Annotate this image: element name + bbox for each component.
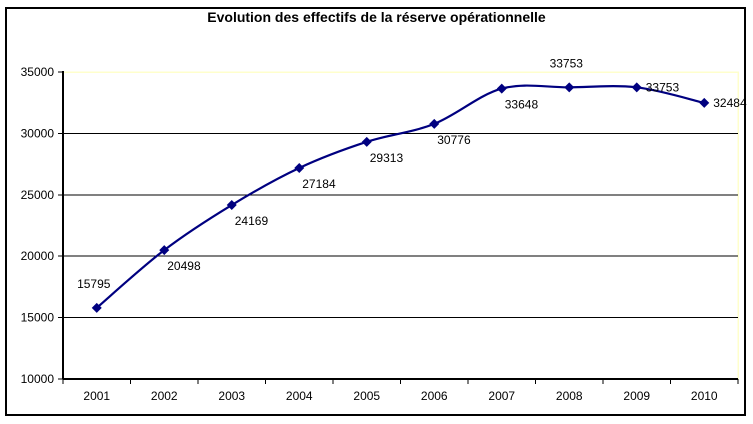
data-label: 30776 (437, 133, 471, 147)
data-point-marker (159, 245, 170, 256)
data-label: 27184 (302, 177, 336, 191)
x-axis-tick-label: 2008 (556, 389, 583, 403)
series-line (96, 84, 705, 309)
data-label: 33753 (646, 80, 680, 94)
x-axis-tick-label: 2007 (488, 389, 515, 403)
chart-border (5, 7, 746, 416)
data-point-marker (361, 136, 372, 147)
data-point-marker (699, 97, 710, 108)
x-axis-tick-label: 2006 (421, 389, 448, 403)
x-axis-tick-label: 2001 (83, 389, 110, 403)
chart-title: Evolution des effectifs de la réserve op… (207, 9, 546, 25)
x-axis-tick-label: 2002 (151, 389, 178, 403)
plot-border (62, 71, 739, 380)
data-point-marker (91, 302, 102, 313)
x-axis-tick-label: 2010 (691, 389, 718, 403)
data-label: 32484 (713, 96, 747, 110)
data-label: 33648 (505, 98, 539, 112)
data-point-marker (496, 83, 507, 94)
data-point-marker (294, 162, 305, 173)
y-axis-tick-label: 30000 (21, 126, 55, 140)
data-label: 33753 (550, 56, 584, 70)
data-point-marker (429, 118, 440, 129)
y-axis-tick-label: 20000 (21, 249, 55, 263)
x-axis-tick-label: 2009 (623, 389, 650, 403)
data-point-marker (631, 82, 642, 93)
data-label: 29313 (370, 151, 404, 165)
data-point-marker (564, 82, 575, 93)
data-label: 20498 (167, 259, 201, 273)
data-label: 24169 (235, 214, 269, 228)
x-axis-tick-label: 2003 (218, 389, 245, 403)
x-axis-tick-label: 2005 (353, 389, 380, 403)
y-axis-tick-label: 10000 (21, 372, 55, 386)
data-label: 15795 (77, 277, 111, 291)
y-axis-tick-label: 25000 (21, 188, 55, 202)
data-point-marker (226, 200, 237, 211)
y-axis-tick-label: 35000 (21, 65, 55, 79)
x-axis-tick-label: 2004 (286, 389, 313, 403)
y-axis-tick-label: 15000 (21, 311, 55, 325)
